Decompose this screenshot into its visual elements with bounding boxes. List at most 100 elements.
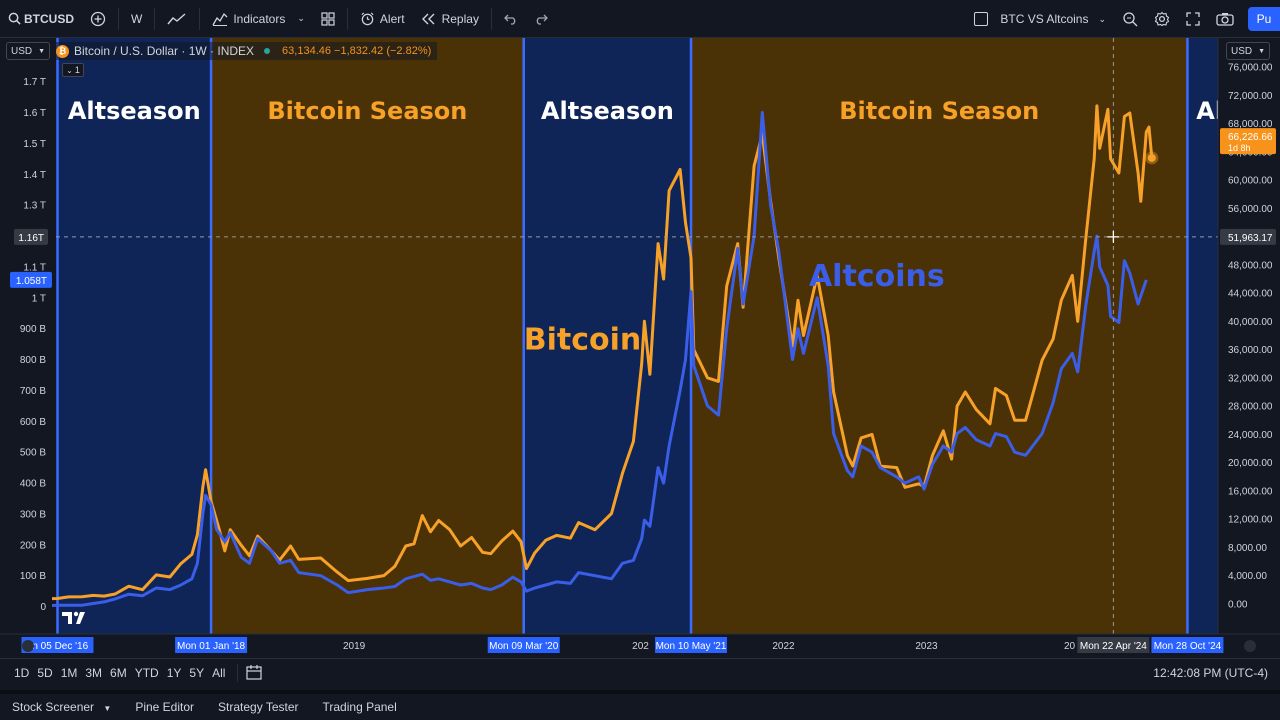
left-tick-label: 1 T	[32, 293, 46, 304]
range-1y[interactable]: 1Y	[166, 665, 182, 680]
right-tick-label: 0.00	[1228, 599, 1248, 610]
gear-icon	[1154, 11, 1170, 27]
left-tick-label: 0	[40, 602, 46, 613]
time-marker-badge	[1077, 637, 1150, 653]
season-region	[523, 38, 692, 634]
calendar-range-icon[interactable]	[246, 665, 263, 680]
time-marker-label: Mon 09 Mar '20	[489, 641, 559, 652]
right-tick-label: 24,000.00	[1228, 430, 1273, 441]
top-toolbar: BTCUSD W Indicators ⌄ Alert Replay BTC V…	[0, 0, 1280, 38]
crosshair	[0, 38, 1218, 634]
range-5d[interactable]: 5D	[37, 665, 53, 680]
left-tick-label: 700 B	[20, 386, 46, 397]
series-annotation: Bitcoin	[524, 323, 642, 358]
search-icon	[8, 12, 21, 25]
camera-icon	[1216, 13, 1234, 26]
scale-corner-right-icon[interactable]	[1244, 640, 1256, 652]
interval-label: W	[131, 11, 143, 26]
tab-label: Stock Screener	[12, 700, 95, 714]
range-5y[interactable]: 5Y	[189, 665, 205, 680]
tab-strategy-tester[interactable]: Strategy Tester	[218, 700, 299, 714]
tab-stock-screener[interactable]: Stock Screener ▼	[0, 700, 123, 714]
replay-button[interactable]: Replay	[413, 0, 487, 38]
time-marker-label: Mon 10 May '21	[656, 641, 727, 652]
tab-pine-editor[interactable]: Pine Editor	[135, 700, 195, 714]
range-bar: 1D 5D 1M 3M 6M YTD 1Y 5Y All	[0, 658, 1280, 686]
right-tick-label: 72,000.00	[1228, 91, 1273, 102]
scale-corner-left-icon[interactable]	[22, 640, 34, 652]
range-ytd[interactable]: YTD	[134, 665, 159, 680]
alert-button[interactable]: Alert	[352, 0, 413, 38]
left-price-scale[interactable]	[0, 38, 52, 634]
right-tick-label: 4,000.00	[1228, 571, 1267, 582]
redo-button[interactable]	[526, 0, 556, 38]
left-tick-label: 1.6 T	[23, 108, 46, 119]
crosshair-price-label: 51,963.17	[1228, 233, 1273, 244]
crosshair-left-label: 1.16T	[18, 233, 44, 244]
range-all[interactable]: All	[212, 665, 226, 680]
left-tick-label: 500 B	[20, 448, 46, 459]
compare-button[interactable]	[82, 0, 114, 38]
snapshot-button[interactable]	[1208, 0, 1242, 38]
settings-button[interactable]	[1146, 0, 1178, 38]
last-price-badge	[1220, 128, 1276, 155]
logo-part	[76, 612, 85, 624]
right-tick-label: 76,000.00	[1228, 63, 1273, 74]
series-annotation: Altcoins	[809, 259, 945, 294]
quick-search-button[interactable]	[1114, 0, 1146, 38]
range-1d[interactable]: 1D	[14, 665, 30, 680]
publish-button[interactable]: Pu	[1248, 7, 1280, 31]
layout-square-icon	[974, 12, 989, 26]
clock-timezone[interactable]: 12:42:08 PM (UTC-4)	[1153, 666, 1268, 680]
altcoin-last-badge	[10, 271, 52, 288]
toolbar-divider	[199, 7, 201, 30]
right-tick-label: 68,000.00	[1228, 119, 1273, 130]
legend-title: Bitcoin / U.S. Dollar · 1W · INDEX	[74, 44, 255, 58]
price-chart[interactable]: Altseason Bitcoin Season Altseason Bitcoin …	[0, 38, 1280, 658]
range-3m[interactable]: 3M	[85, 665, 103, 680]
time-marker-badge	[175, 637, 248, 653]
last-price-label: 66,226.66	[1228, 132, 1273, 143]
series-count: 1	[74, 65, 80, 75]
fullscreen-icon	[1186, 12, 1200, 26]
bottom-panel-tabs: Stock Screener ▼ Pine Editor Strategy Te…	[0, 690, 1280, 720]
layouts-button[interactable]	[313, 0, 343, 38]
altcoin-last-label: 1.058T	[16, 276, 47, 287]
tab-trading-panel[interactable]: Trading Panel	[322, 700, 397, 714]
chevron-down-icon: ⌄	[297, 13, 305, 23]
range-1m[interactable]: 1M	[60, 665, 78, 680]
symbol-search[interactable]: BTCUSD	[0, 0, 82, 38]
series-count-badge[interactable]: ⌄ 1	[62, 63, 84, 77]
layout-menu[interactable]: BTC VS Altcoins ⌄	[966, 0, 1114, 38]
symbol-label: BTCUSD	[24, 11, 74, 26]
toolbar-divider	[346, 7, 348, 30]
indicators-icon	[212, 12, 228, 26]
replay-label: Replay	[441, 11, 479, 26]
left-currency-label: USD	[11, 45, 33, 57]
interval-button[interactable]: W	[123, 0, 150, 38]
indicators-label: Indicators	[233, 11, 286, 26]
chart-type-button[interactable]	[159, 0, 195, 38]
time-marker-badge	[1151, 637, 1224, 653]
right-currency-select[interactable]: USD ▼	[1226, 42, 1270, 60]
chevron-down-icon: ⌄	[1098, 13, 1106, 24]
left-tick-label: 1.7 T	[23, 77, 46, 88]
logo-part	[73, 611, 79, 617]
range-divider	[237, 663, 239, 682]
series-annotations: Bitcoin Altcoins	[524, 259, 945, 358]
right-tick-label: 28,000.00	[1228, 402, 1273, 413]
range-6m[interactable]: 6M	[110, 665, 127, 680]
legend-values: 63,134.46 −1,832.42 (−2.82%)	[282, 45, 432, 57]
redo-icon	[536, 14, 548, 25]
rewind-icon	[421, 13, 435, 24]
indicators-button[interactable]: Indicators ⌄	[204, 0, 313, 38]
time-marker-badge	[21, 637, 94, 653]
bitcoin-logo-icon: ₿	[56, 44, 69, 58]
alert-label: Alert	[379, 11, 405, 26]
time-tick-label: 20	[1064, 641, 1076, 652]
logo-part	[62, 612, 72, 624]
symbol-legend[interactable]: ₿ Bitcoin / U.S. Dollar · 1W · INDEX 63,…	[56, 42, 438, 60]
left-currency-select[interactable]: USD ▼	[6, 42, 50, 60]
undo-button[interactable]	[496, 0, 526, 38]
fullscreen-button[interactable]	[1178, 0, 1208, 38]
